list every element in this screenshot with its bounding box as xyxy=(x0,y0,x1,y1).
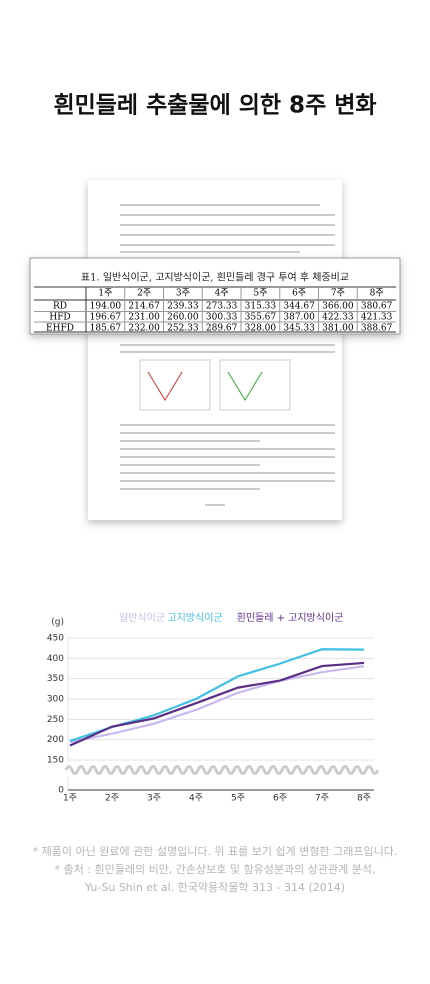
row-label: RD xyxy=(53,302,67,312)
column-header: 4주 xyxy=(215,288,229,299)
table-cell: 214.67 xyxy=(128,302,160,312)
y-tick-label: 250 xyxy=(47,715,64,725)
table-cell: 315.33 xyxy=(245,302,277,312)
table-cell: 260.00 xyxy=(167,313,199,323)
paper-text-lines xyxy=(120,204,335,506)
paper-figures xyxy=(139,359,291,411)
table-cell: 366.00 xyxy=(322,302,354,312)
x-tick-label: 3주 xyxy=(147,793,161,804)
table-cell: 185.67 xyxy=(90,324,122,334)
table-cell: 381.00 xyxy=(322,324,354,334)
y-tick-label: 200 xyxy=(47,735,64,745)
magnified-table: 표1. 일반식이군, 고지방식이군, 흰민들레 경구 투여 후 체중비교 1주 2… xyxy=(29,257,401,335)
column-header: 3주 xyxy=(176,288,190,299)
column-header: 8주 xyxy=(370,288,384,299)
x-tick-label: 6주 xyxy=(273,793,287,804)
table-cell: 355.67 xyxy=(245,313,277,323)
y-tick-label: 150 xyxy=(47,756,64,766)
y-tick-label: 450 xyxy=(47,634,64,644)
table-cell: 380.67 xyxy=(361,302,393,312)
column-header: 1주 xyxy=(98,288,112,299)
y-tick-label: 0 xyxy=(58,786,64,796)
table-cell: 328.00 xyxy=(245,324,277,334)
x-tick-label: 4주 xyxy=(189,793,203,804)
legend-label: 일반식이군 xyxy=(119,612,165,624)
row-label: EHFD xyxy=(46,324,74,334)
table-cell: 345.33 xyxy=(283,324,315,334)
x-tick-label: 5주 xyxy=(231,793,245,804)
table-cell: 388.67 xyxy=(361,324,393,334)
table-cell: 252.33 xyxy=(167,324,199,334)
table-cell: 421.33 xyxy=(361,313,393,323)
x-tick-label: 2주 xyxy=(105,793,119,804)
footnotes: * 제품이 아닌 원료에 관한 설명입니다. 위 표를 보기 쉽게 변형한 그래… xyxy=(33,845,398,894)
table-cell: 422.33 xyxy=(322,313,354,323)
legend-label: 고지방식이군 xyxy=(167,612,222,624)
table-cell: 300.33 xyxy=(206,313,238,323)
table-cell: 239.33 xyxy=(167,302,199,312)
legend-label: 흰민들레 + 고지방식이군 xyxy=(237,612,344,624)
line-chart: (g) 0 150 200 250 300 350 400 450 1주 2주 3주 4주 5주 6주 7주 8… xyxy=(47,612,380,804)
x-tick-label: 1주 xyxy=(63,793,77,804)
x-tick-label: 8주 xyxy=(357,793,371,804)
footnote: * 제품이 아닌 원료에 관한 설명입니다. 위 표를 보기 쉽게 변형한 그래… xyxy=(33,845,398,858)
footnote: Yu-Su Shin et al. 한국약용작물학 313 - 314 (201… xyxy=(84,880,345,894)
column-header: 6주 xyxy=(292,288,306,299)
paper-sheet xyxy=(88,180,342,520)
axis-break-band xyxy=(66,763,374,777)
series-line xyxy=(69,665,365,744)
x-tick-label: 7주 xyxy=(315,793,329,804)
y-tick-label: 350 xyxy=(47,674,64,684)
table-cell: 196.67 xyxy=(90,313,122,323)
table-cell: 231.00 xyxy=(128,313,160,323)
y-axis-label: (g) xyxy=(51,618,64,628)
y-tick-label: 300 xyxy=(47,695,64,705)
y-tick-label: 400 xyxy=(47,654,64,664)
table-cell: 232.00 xyxy=(128,324,160,334)
table-cell: 194.00 xyxy=(90,302,122,312)
column-header: 2주 xyxy=(137,288,151,299)
page-title: 흰민들레 추출물에 의한 8주 변화 xyxy=(53,93,376,119)
table-caption: 표1. 일반식이군, 고지방식이군, 흰민들레 경구 투여 후 체중비교 xyxy=(81,271,349,284)
table-cell: 273.33 xyxy=(206,302,238,312)
table-cell: 289.67 xyxy=(206,324,238,334)
table-cell: 344.67 xyxy=(283,302,315,312)
column-header: 5주 xyxy=(253,288,267,299)
series-line xyxy=(69,661,365,747)
axis-break-wave xyxy=(64,765,380,775)
row-label: HFD xyxy=(49,313,70,323)
column-header: 7주 xyxy=(331,288,345,299)
table-box xyxy=(29,257,401,335)
footnote: * 출처 : 흰민들레의 비만, 간손상보호 및 함유성분과의 상관관계 분석, xyxy=(55,863,376,876)
table-cell: 387.00 xyxy=(283,313,315,323)
